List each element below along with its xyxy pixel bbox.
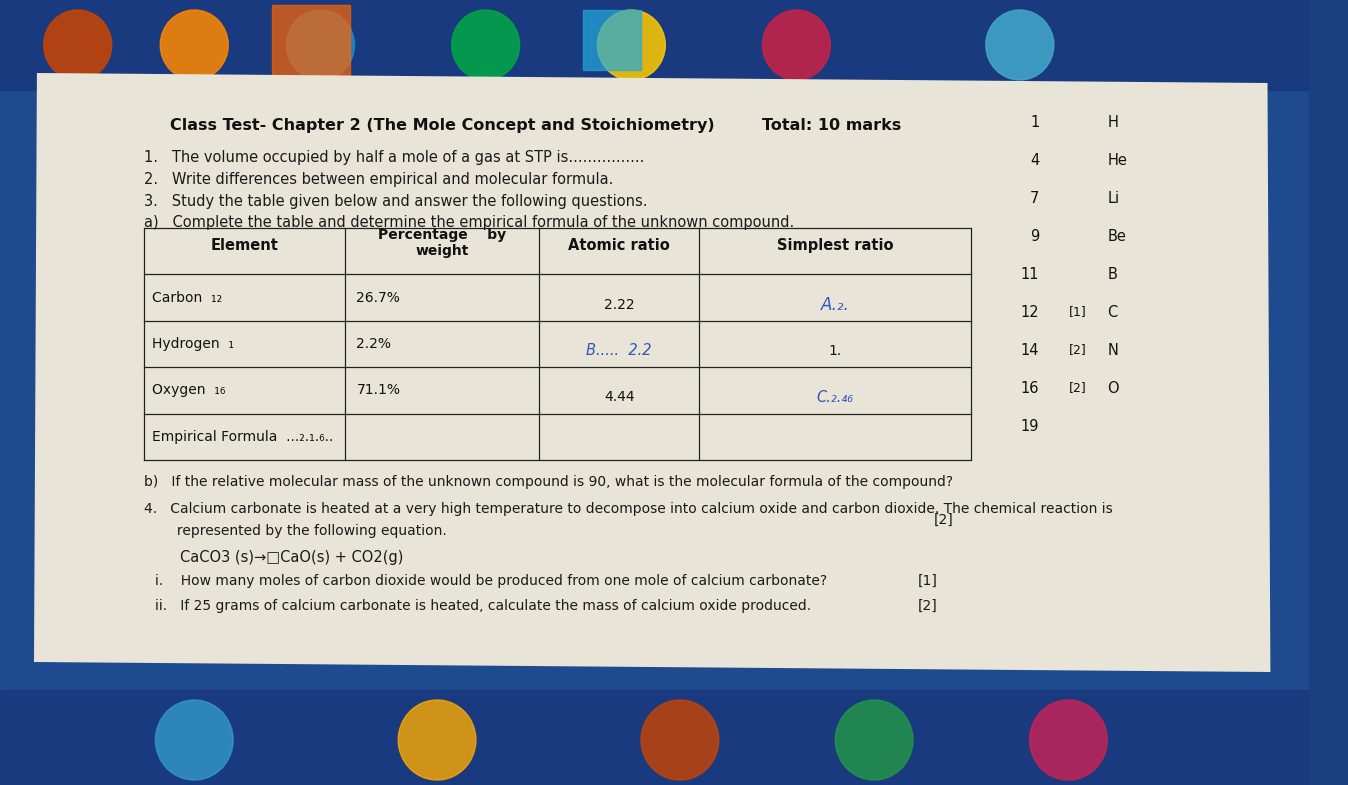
Text: 1.   The volume occupied by half a mole of a gas at STP is................: 1. The volume occupied by half a mole of… [144,150,644,165]
Text: Hydrogen  ₁: Hydrogen ₁ [151,337,233,351]
Text: C.₂.₄₆: C.₂.₄₆ [817,390,853,405]
Text: 1.: 1. [829,344,842,358]
Bar [582,10,642,70]
Text: [2]: [2] [1069,381,1086,394]
Text: 71.1%: 71.1% [356,383,400,397]
Circle shape [160,10,228,80]
Text: Simplest ratio: Simplest ratio [776,238,894,253]
Text: N: N [1107,343,1117,358]
Bar [0,0,1309,90]
Circle shape [763,10,830,80]
Text: 2.   Write differences between empirical and molecular formula.: 2. Write differences between empirical a… [144,172,613,187]
Text: Class Test- Chapter 2 (The Mole Concept and Stoichiometry): Class Test- Chapter 2 (The Mole Concept … [170,118,714,133]
Text: Element: Element [210,238,278,253]
Text: A.₂.: A.₂. [821,296,849,313]
Bar [272,5,349,75]
Text: [2]: [2] [934,513,954,527]
Text: 4.44: 4.44 [604,390,635,404]
Text: 12: 12 [1020,305,1039,320]
Text: B.....  2.2: B..... 2.2 [586,344,652,359]
Text: 2.2%: 2.2% [356,337,391,351]
Text: Li: Li [1107,191,1119,206]
Circle shape [287,10,355,80]
Text: Oxygen  ₁₆: Oxygen ₁₆ [151,383,225,397]
Text: [1]: [1] [918,574,937,588]
Text: [2]: [2] [1069,343,1086,356]
Text: Percentage    by
weight: Percentage by weight [377,228,506,258]
Text: a)   Complete the table and determine the empirical formula of the unknown compo: a) Complete the table and determine the … [144,215,794,230]
Text: 16: 16 [1020,381,1039,396]
Text: Atomic ratio: Atomic ratio [569,238,670,253]
Circle shape [155,700,233,780]
Text: Carbon  ₁₂: Carbon ₁₂ [151,290,221,305]
Text: 9: 9 [1030,229,1039,244]
Text: Be: Be [1107,229,1126,244]
Text: 26.7%: 26.7% [356,290,400,305]
Polygon shape [34,73,1270,672]
Text: b)   If the relative molecular mass of the unknown compound is 90, what is the m: b) If the relative molecular mass of the… [144,475,953,489]
Text: 3.   Study the table given below and answer the following questions.: 3. Study the table given below and answe… [144,194,647,209]
Text: [1]: [1] [1069,305,1086,318]
Text: 14: 14 [1020,343,1039,358]
Text: represented by the following equation.: represented by the following equation. [155,524,448,538]
Text: B: B [1107,267,1117,282]
Text: Total: 10 marks: Total: 10 marks [763,118,902,133]
Text: 2.22: 2.22 [604,298,635,312]
Text: 7: 7 [1030,191,1039,206]
Bar [0,690,1309,785]
Text: 19: 19 [1020,419,1039,434]
Text: H: H [1107,115,1117,130]
Circle shape [1030,700,1107,780]
Circle shape [836,700,913,780]
Circle shape [597,10,666,80]
Text: O: O [1107,381,1119,396]
Text: 11: 11 [1020,267,1039,282]
Text: He: He [1107,153,1127,168]
Text: 4: 4 [1030,153,1039,168]
Circle shape [398,700,476,780]
Circle shape [43,10,112,80]
Text: 1: 1 [1030,115,1039,130]
Text: C: C [1107,305,1117,320]
Circle shape [642,700,718,780]
Text: ii.   If 25 grams of calcium carbonate is heated, calculate the mass of calcium : ii. If 25 grams of calcium carbonate is … [155,599,811,613]
Text: i.    How many moles of carbon dioxide would be produced from one mole of calciu: i. How many moles of carbon dioxide woul… [155,574,828,588]
Text: [2]: [2] [918,599,937,613]
Circle shape [985,10,1054,80]
Text: 4.   Calcium carbonate is heated at a very high temperature to decompose into ca: 4. Calcium carbonate is heated at a very… [144,502,1112,516]
Circle shape [452,10,519,80]
Text: Empirical Formula  ...₂.₁.₆..: Empirical Formula ...₂.₁.₆.. [151,430,333,444]
Text: CaCO3 (s)→□CaO(s) + CO2(g): CaCO3 (s)→□CaO(s) + CO2(g) [179,550,403,565]
